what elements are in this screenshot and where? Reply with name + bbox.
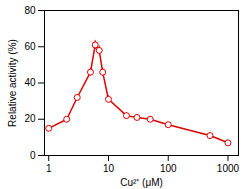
svg-text:20: 20	[24, 113, 36, 124]
svg-text:Cu²⁺ (μM): Cu²⁺ (μM)	[120, 177, 163, 188]
svg-text:1: 1	[46, 163, 52, 174]
svg-text:Relative activity (%): Relative activity (%)	[7, 39, 18, 127]
svg-text:1000: 1000	[217, 163, 240, 174]
svg-text:80: 80	[24, 5, 36, 16]
svg-text:10: 10	[103, 163, 115, 174]
svg-text:100: 100	[160, 163, 177, 174]
svg-text:40: 40	[24, 77, 36, 88]
svg-text:60: 60	[24, 41, 36, 52]
svg-text:0: 0	[30, 150, 36, 161]
